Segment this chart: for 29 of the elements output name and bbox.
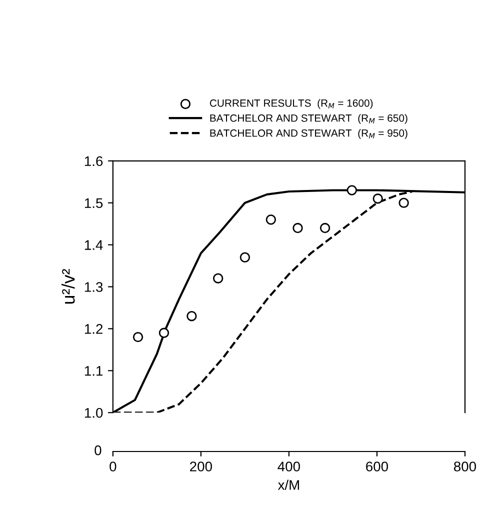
y-tick-label: 1.0: [84, 408, 103, 418]
x-tick-label: 600: [366, 462, 388, 472]
y-tick-label: 1.4: [84, 240, 103, 250]
x-axis-title: x/M: [278, 480, 299, 490]
point: [372, 194, 383, 204]
legend-label: BATCHELOR AND STEWART (R$_{M}$ = 950): [210, 129, 408, 139]
y-tick-label: 1.1: [84, 366, 103, 376]
x-tick-label: 800: [454, 462, 476, 472]
point: [292, 222, 303, 234]
point: [213, 273, 224, 284]
y-tick-label: 1.3: [84, 282, 103, 292]
text: 0: [94, 445, 102, 456]
point: [158, 328, 170, 338]
y-tick-label: 1.2: [84, 324, 103, 334]
y-tick-label: 1.5: [84, 198, 103, 208]
point: [398, 198, 409, 208]
point: [320, 222, 330, 234]
point: [266, 214, 276, 225]
legend-label: CURRENT RESULTS (R$_{M}$ = 1600): [210, 99, 373, 109]
point: [346, 185, 357, 196]
x-tick-label: 400: [278, 462, 300, 472]
x-tick-label: 200: [190, 462, 212, 472]
x-tick-label: 0: [110, 462, 116, 472]
point: [132, 332, 144, 342]
point: [240, 252, 250, 262]
legend-label: BATCHELOR AND STEWART (R$_{M}$ = 650): [210, 114, 408, 124]
point: [186, 311, 197, 322]
y-axis-title: u²/v²: [62, 269, 75, 304]
y-tick-label: 1.6: [84, 156, 103, 166]
